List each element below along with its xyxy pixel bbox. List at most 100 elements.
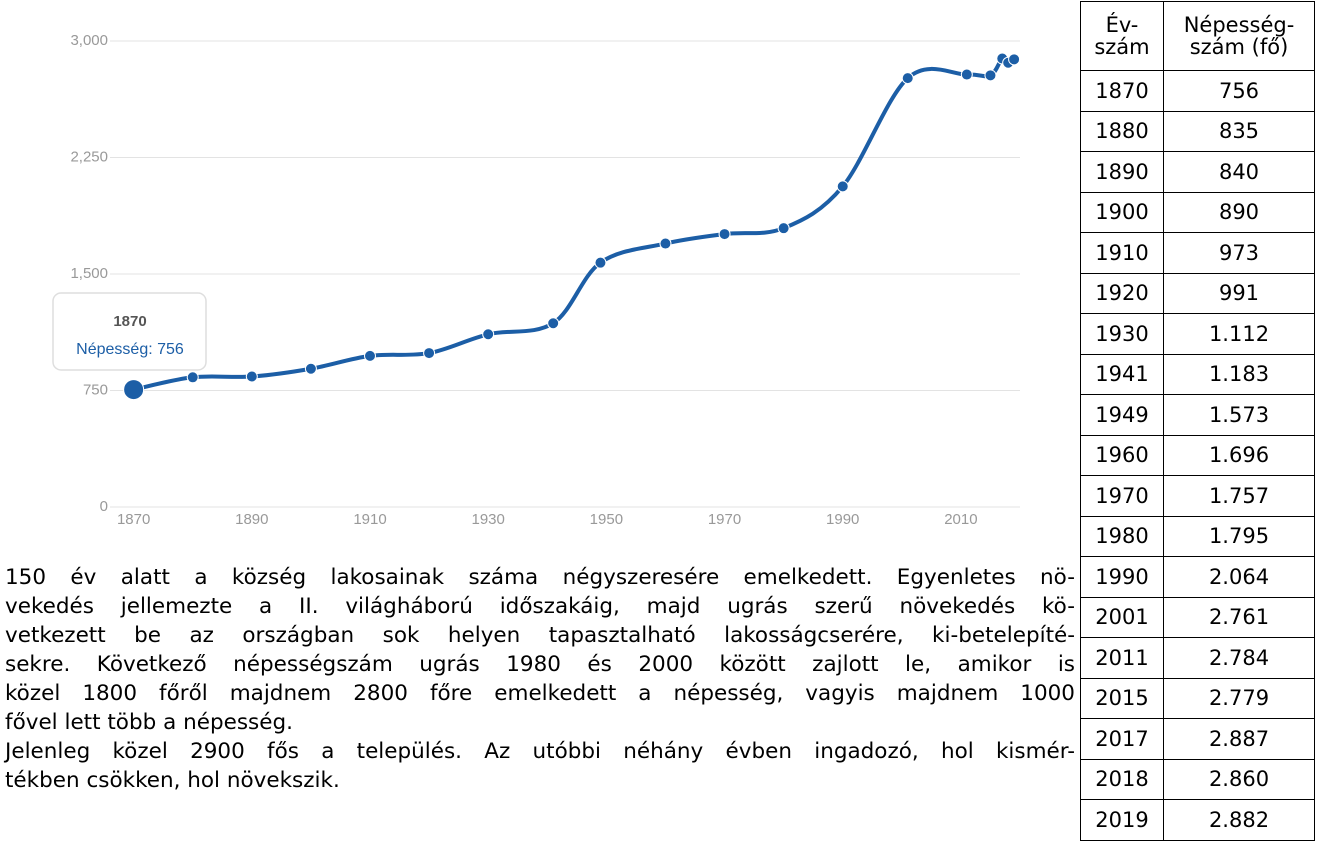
- line: [133, 56, 1016, 392]
- table-cell: 2.784: [1163, 637, 1315, 679]
- marker: [547, 317, 560, 330]
- table-cell: 1900: [1080, 191, 1164, 233]
- header-cell: Népesség-szám (fő): [1163, 1, 1315, 71]
- table-cell: 1980: [1080, 515, 1164, 557]
- header-line: Év-: [1105, 13, 1139, 37]
- table-cell: 2018: [1080, 758, 1164, 800]
- marker: [364, 349, 376, 362]
- y-tick-label: 1,500: [70, 265, 108, 282]
- x-tick-label: 1870: [117, 511, 150, 528]
- table-row: 1920 991: [1080, 272, 1315, 314]
- marker: [123, 379, 145, 401]
- table-row: 2001 2.761: [1080, 596, 1315, 638]
- table-cell: 2.860: [1163, 758, 1315, 800]
- table-cell: 2.779: [1163, 677, 1315, 719]
- tooltip-box: [52, 292, 207, 371]
- text-line: vetkezett be az országban sok helyen tap…: [5, 623, 1075, 648]
- header-line: szám: [1094, 35, 1150, 59]
- marker: [659, 237, 672, 250]
- table-row: 2015 2.779: [1080, 677, 1315, 719]
- text-line: fővel lett több a népesség.: [5, 710, 293, 735]
- marker: [245, 370, 258, 383]
- table-cell: 1880: [1080, 110, 1164, 152]
- table-cell: 991: [1163, 272, 1315, 314]
- table-cell: 756: [1163, 70, 1315, 112]
- tooltip-text: Népesség: 756: [76, 341, 184, 358]
- marker: [836, 180, 849, 193]
- table-row: 2018 2.860: [1080, 758, 1315, 800]
- marker: [960, 68, 973, 81]
- x-tick-label: 2010: [944, 511, 977, 528]
- table-row: 1870 756: [1080, 70, 1315, 112]
- table-cell: 1941: [1080, 353, 1164, 395]
- table-row: 1910 973: [1080, 232, 1315, 274]
- table-row: 2011 2.784: [1080, 637, 1315, 679]
- text-line: sekre. Következő népességszám ugrás 1980…: [5, 652, 1075, 677]
- x-tick-label: 1930: [471, 511, 504, 528]
- x-tick-label: 1890: [235, 511, 268, 528]
- header-line: szám (fő): [1189, 35, 1289, 59]
- text-line: vekedés jellemezte a II. világháború idő…: [5, 594, 1075, 619]
- table-row: 1941 1.183: [1080, 353, 1315, 395]
- table-cell: 1910: [1080, 232, 1164, 274]
- y-tick-label: 2,250: [70, 148, 108, 165]
- marker: [777, 222, 790, 235]
- table-row: 1930 1.112: [1080, 313, 1315, 355]
- table-cell: 2015: [1080, 677, 1164, 719]
- table-cell: 890: [1163, 191, 1315, 233]
- table-cell: 1920: [1080, 272, 1164, 314]
- table-row: 2017 2.887: [1080, 718, 1315, 760]
- x-tick-label: 1970: [708, 511, 741, 528]
- table-row: 1960 1.696: [1080, 434, 1315, 476]
- table-cell: 2019: [1080, 799, 1164, 841]
- text-line: 150 év alatt a község lakosainak száma n…: [5, 565, 1075, 590]
- header-line: Népesség-: [1183, 13, 1295, 37]
- table-row: 2019 2.882: [1080, 799, 1315, 841]
- table-row: 1880 835: [1080, 110, 1315, 152]
- text-line: Jelenleg közel 2900 fős a település. Az …: [5, 739, 1075, 764]
- table-row: 1970 1.757: [1080, 475, 1315, 517]
- marker: [901, 72, 914, 85]
- header-cell: Év-szám: [1080, 1, 1164, 71]
- table-cell: 1.757: [1163, 475, 1315, 517]
- table-cell: 1930: [1080, 313, 1164, 355]
- description: 150 év alatt a község lakosainak száma n…: [5, 563, 1075, 795]
- y-tick-label: 750: [83, 381, 108, 398]
- table-cell: 973: [1163, 232, 1315, 274]
- marker: [186, 371, 199, 384]
- table-cell: 1.183: [1163, 353, 1315, 395]
- text-line: tékben csökken, hol növekszik.: [5, 768, 340, 793]
- table-row: 1890 840: [1080, 151, 1315, 193]
- table-cell: 2011: [1080, 637, 1164, 679]
- marker: [594, 256, 607, 269]
- table-cell: 2.761: [1163, 596, 1315, 638]
- chart: 0 750 1,500 2,250 3,000 1870 1890 1910 1930 1950 1…: [52, 32, 1021, 528]
- marker: [423, 347, 436, 360]
- table-cell: 2.064: [1163, 556, 1315, 598]
- table-cell: 1.696: [1163, 434, 1315, 476]
- table-cell: 1990: [1080, 556, 1164, 598]
- tooltip: 1870 Népesség: 756: [52, 292, 207, 371]
- table-cell: 2.887: [1163, 718, 1315, 760]
- table-cell: 1.573: [1163, 394, 1315, 436]
- table-cell: 2017: [1080, 718, 1164, 760]
- y-tick-label: 3,000: [70, 32, 108, 49]
- table-cell: 1960: [1080, 434, 1164, 476]
- x-tick-label: 1990: [826, 511, 859, 528]
- table-cell: 835: [1163, 110, 1315, 152]
- marker: [482, 328, 495, 341]
- population-table: Év-szám Népesség-szám (fő) 1870 756 1880 835 1…: [1080, 1, 1315, 841]
- marker: [718, 228, 731, 241]
- marker: [984, 69, 997, 82]
- table-row: 1949 1.573: [1080, 394, 1315, 436]
- tooltip-title: 1870: [113, 313, 146, 330]
- table-cell: 1.795: [1163, 515, 1315, 557]
- x-tick-label: 1910: [353, 511, 386, 528]
- y-tick-label: 0: [100, 498, 108, 515]
- table-row: 1900 890: [1080, 191, 1315, 233]
- table-cell: 840: [1163, 151, 1315, 193]
- text-line: közel 1800 főről majdnem 2800 főre emelk…: [5, 681, 1075, 706]
- table-cell: 2001: [1080, 596, 1164, 638]
- table-row: 1990 2.064: [1080, 556, 1315, 598]
